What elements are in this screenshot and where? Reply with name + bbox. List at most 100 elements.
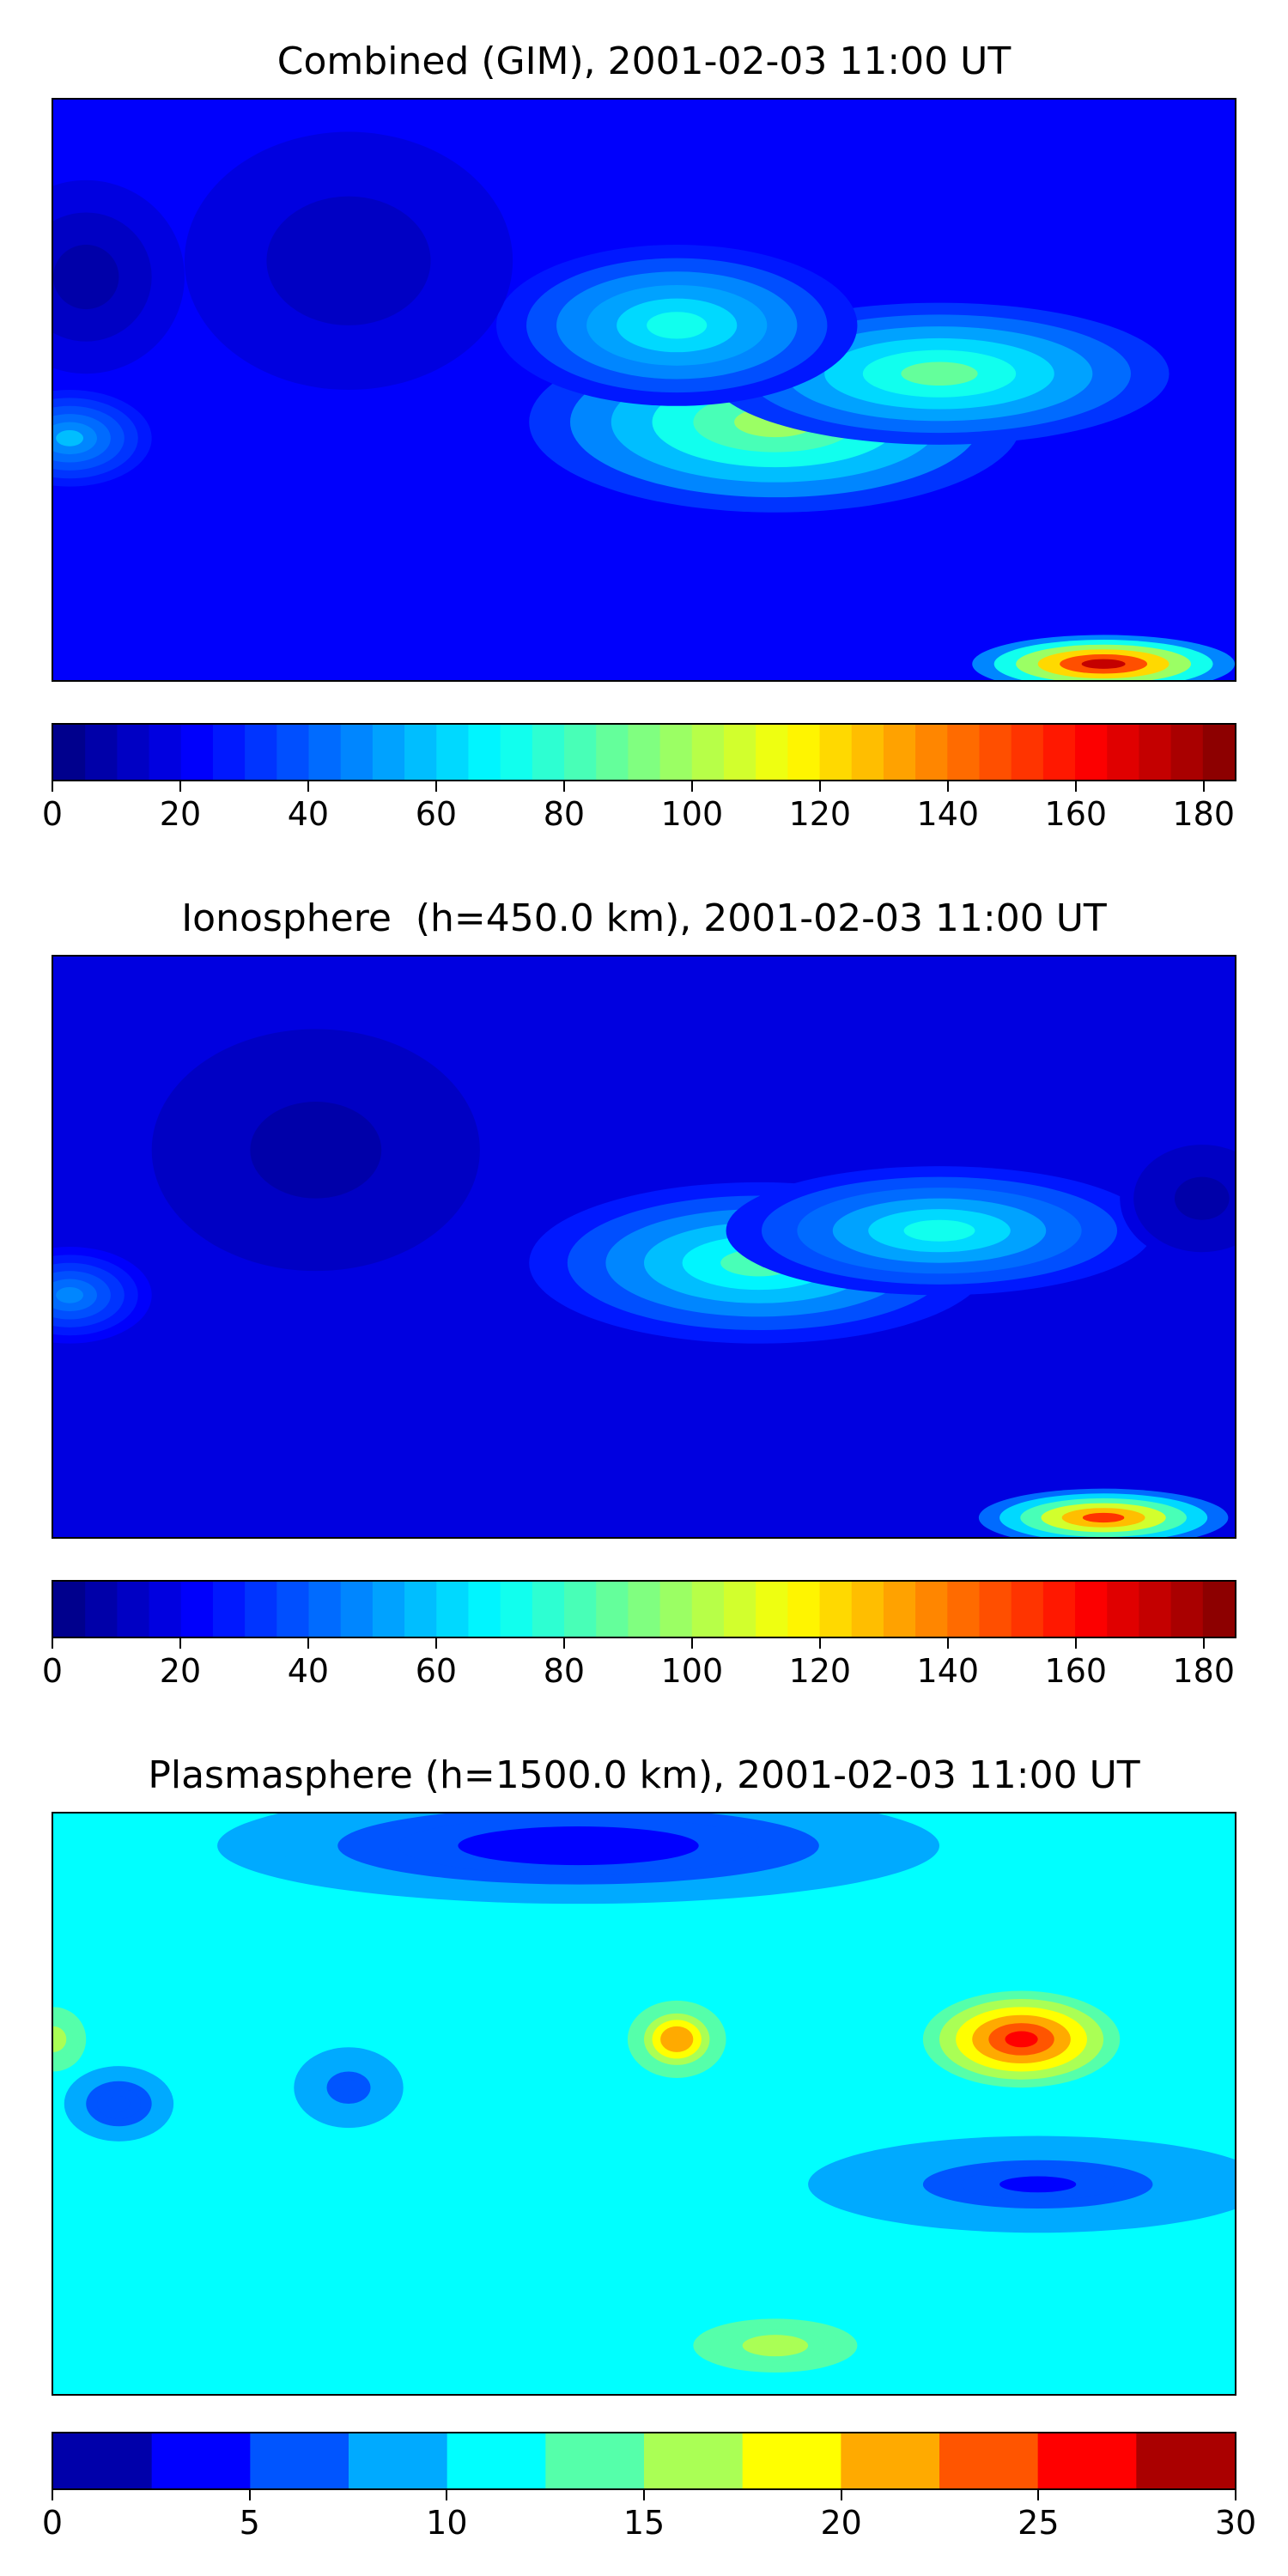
colorbar-tick-label: 180 <box>1172 795 1236 833</box>
colorbar-tick-label: 120 <box>788 1652 852 1690</box>
colorbar-level-16 <box>532 725 565 780</box>
colorbar-level-10 <box>340 1582 374 1637</box>
colorbar-tick <box>818 1638 821 1649</box>
colorbar-level-34 <box>1107 1582 1140 1637</box>
colorbar-tick <box>562 781 565 792</box>
colorbar-tick <box>52 781 53 792</box>
colorbar-level-29 <box>947 725 981 780</box>
colorbar-level-4 <box>149 725 182 780</box>
heatmap-feature-5 <box>118 1005 513 1296</box>
colorbar-tick-label: 20 <box>820 2504 862 2542</box>
panel-3-map <box>52 1812 1236 2396</box>
panel-3-heatmap <box>53 1814 1235 2394</box>
heatmap-feature-6 <box>808 2136 1235 2233</box>
colorbar-level-10 <box>340 725 374 780</box>
colorbar-tick <box>946 1638 949 1649</box>
colorbar-level-11 <box>1037 2433 1137 2488</box>
colorbar-level-30 <box>979 1582 1012 1637</box>
colorbar-level-36 <box>1170 1582 1204 1637</box>
colorbar-level-9 <box>841 2433 940 2488</box>
colorbar-tick <box>818 781 821 792</box>
colorbar-level-6 <box>212 1582 246 1637</box>
colorbar-level-37 <box>1202 725 1235 780</box>
colorbar-level-22 <box>723 1582 756 1637</box>
colorbar-level-36 <box>1170 725 1204 780</box>
colorbar-tick <box>1202 781 1205 792</box>
colorbar-level-24 <box>787 1582 821 1637</box>
colorbar-level-30 <box>979 725 1012 780</box>
colorbar-level-19 <box>628 725 661 780</box>
heatmap-feature-3 <box>53 2000 93 2078</box>
colorbar-level-14 <box>468 725 501 780</box>
colorbar-tick <box>562 1638 565 1649</box>
colorbar-level-11 <box>372 1582 405 1637</box>
colorbar-level-5 <box>180 725 214 780</box>
panel-2-colorbar-ticks: 0 20 40 60 80 100 120 140 160 180 <box>42 1638 1236 1690</box>
colorbar-tick-label: 60 <box>415 795 458 833</box>
colorbar-tick-label: 160 <box>1044 1652 1108 1690</box>
colorbar-level-5 <box>180 1582 214 1637</box>
colorbar-level-3 <box>117 725 150 780</box>
colorbar-level-3 <box>250 2433 349 2488</box>
colorbar-level-26 <box>851 1582 884 1637</box>
colorbar-level-8 <box>276 1582 310 1637</box>
colorbar-level-29 <box>947 1582 981 1637</box>
colorbar-tick-label: 5 <box>239 2504 260 2542</box>
colorbar-level-14 <box>468 1582 501 1637</box>
heatmap-feature-7 <box>184 131 513 390</box>
colorbar-level-11 <box>372 725 405 780</box>
colorbar-level-7 <box>644 2433 744 2488</box>
colorbar-tick-label: 140 <box>916 1652 980 1690</box>
colorbar-tick-label: 100 <box>660 795 724 833</box>
colorbar-level-1 <box>53 2433 153 2488</box>
colorbar-level-7 <box>245 1582 277 1637</box>
panel-1-heatmap <box>53 100 1235 680</box>
colorbar-level-33 <box>1075 1582 1108 1637</box>
colorbar-tick <box>690 781 693 792</box>
colorbar-level-2 <box>151 2433 251 2488</box>
panel-3-title: Plasmasphere (h=1500.0 km), 2001-02-03 1… <box>148 1753 1140 1797</box>
colorbar-tick-label: 80 <box>543 1652 586 1690</box>
heatmap-feature-3 <box>726 1166 1153 1296</box>
colorbar-level-15 <box>500 725 533 780</box>
panel-1-title: Combined (GIM), 2001-02-03 11:00 UT <box>276 39 1012 83</box>
colorbar-tick-label: 0 <box>41 795 64 833</box>
colorbar-tick-label: 140 <box>916 795 980 833</box>
heatmap-feature-2 <box>627 2000 726 2078</box>
colorbar-tick <box>446 2490 448 2500</box>
colorbar-level-35 <box>1139 1582 1172 1637</box>
colorbar-tick <box>307 1638 309 1649</box>
colorbar-tick <box>434 781 437 792</box>
panel-2-colorbar-gradient <box>53 1582 1235 1637</box>
colorbar-level-1 <box>53 1582 86 1637</box>
colorbar-tick-label: 20 <box>159 1652 202 1690</box>
colorbar-tick <box>1235 2490 1236 2500</box>
colorbar-level-25 <box>819 1582 853 1637</box>
colorbar-level-9 <box>308 1582 342 1637</box>
colorbar-tick <box>1202 1638 1205 1649</box>
colorbar-tick <box>434 1638 437 1649</box>
heatmap-feature-5 <box>217 1814 939 1905</box>
colorbar-level-12 <box>404 725 437 780</box>
heatmap-feature-4 <box>53 2058 185 2149</box>
colorbar-level-6 <box>545 2433 645 2488</box>
colorbar-tick-label: 80 <box>543 795 586 833</box>
colorbar-tick-label: 120 <box>788 795 852 833</box>
colorbar-level-32 <box>1042 725 1076 780</box>
colorbar-level-6 <box>212 725 246 780</box>
colorbar-level-32 <box>1042 1582 1076 1637</box>
colorbar-level-2 <box>85 725 118 780</box>
colorbar-tick-label: 40 <box>287 795 330 833</box>
colorbar-level-12 <box>404 1582 437 1637</box>
panel-1-map <box>52 98 1236 682</box>
colorbar-level-34 <box>1107 725 1140 780</box>
colorbar-level-13 <box>436 725 470 780</box>
colorbar-level-10 <box>939 2433 1039 2488</box>
colorbar-level-13 <box>436 1582 470 1637</box>
colorbar-tick <box>52 1638 53 1649</box>
colorbar-level-5 <box>447 2433 546 2488</box>
colorbar-tick-label: 100 <box>660 1652 724 1690</box>
colorbar-tick <box>248 2490 251 2500</box>
colorbar-level-35 <box>1139 725 1172 780</box>
colorbar-level-20 <box>659 1582 693 1637</box>
